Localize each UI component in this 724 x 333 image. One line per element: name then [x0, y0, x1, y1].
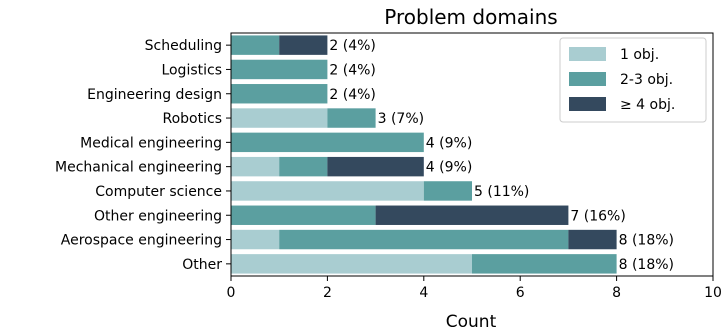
legend: 1 obj. 2-3 obj. ≥ 4 obj.: [559, 37, 707, 123]
data-label: 7 (16%): [570, 208, 625, 224]
data-label: 2 (4%): [329, 38, 376, 54]
bar-segment: [423, 181, 472, 201]
category-label: Medical engineering: [80, 135, 222, 151]
legend-swatch: [569, 72, 606, 86]
legend-entry: 2-3 obj.: [620, 72, 673, 88]
data-label: 8 (18%): [619, 233, 674, 249]
bar-segment: [279, 229, 569, 250]
bar-segment: [231, 132, 424, 153]
bar-segment: [279, 35, 328, 55]
bar-segment: [231, 254, 472, 274]
bar-segment: [472, 254, 617, 274]
bar-segment: [231, 59, 328, 80]
legend-entry: 1 obj.: [620, 47, 659, 63]
data-label: 2 (4%): [329, 62, 376, 78]
category-label: Computer science: [95, 184, 222, 200]
legend-swatch: [569, 47, 606, 61]
category-label: Scheduling: [145, 38, 222, 54]
axes-layer: Other Aerospace engineering Other engineer…: [55, 32, 722, 301]
data-label: 8 (18%): [619, 257, 674, 273]
bar-segment: [327, 156, 424, 177]
x-tick-label: 8: [612, 285, 621, 301]
bar-segment: [231, 181, 424, 201]
category-label: Robotics: [163, 111, 223, 127]
data-label: 2 (4%): [329, 87, 376, 103]
category-label: Aerospace engineering: [61, 233, 222, 249]
x-tick-label: 4: [419, 285, 428, 301]
data-label: 3 (7%): [378, 111, 425, 127]
bar-segment: [231, 205, 376, 225]
plot-frame: [230, 32, 714, 277]
bar-segment: [279, 156, 328, 177]
x-tick-label: 0: [227, 285, 236, 301]
bar-segment: [231, 156, 280, 177]
bar-segment: [231, 35, 280, 55]
x-tick-label: 10: [704, 285, 722, 301]
data-label: 4 (9%): [426, 135, 473, 151]
category-label: Mechanical engineering: [55, 160, 222, 176]
legend-swatch: [569, 97, 606, 111]
x-tick-label: 2: [323, 285, 332, 301]
bar-segment: [568, 229, 617, 250]
bar-segment: [375, 205, 569, 225]
data-label: 4 (9%): [426, 160, 473, 176]
data-label: 5 (11%): [474, 184, 529, 200]
legend-entry: ≥ 4 obj.: [620, 97, 675, 113]
bar-segment: [231, 229, 280, 250]
bars-layer: 8 (18%)8 (18%)7 (16%)5 (11%)4 (9%)4 (9%)…: [231, 35, 674, 274]
category-label: Engineering design: [87, 87, 222, 103]
bar-segment: [231, 108, 328, 128]
category-label: Other: [182, 257, 222, 273]
bar-segment: [327, 108, 376, 128]
x-axis-label: Count: [446, 312, 497, 332]
x-tick-label: 6: [516, 285, 525, 301]
category-label: Other engineering: [94, 208, 222, 224]
category-label: Logistics: [161, 62, 222, 78]
bar-segment: [231, 84, 328, 104]
chart-title: Problem domains: [384, 5, 557, 29]
